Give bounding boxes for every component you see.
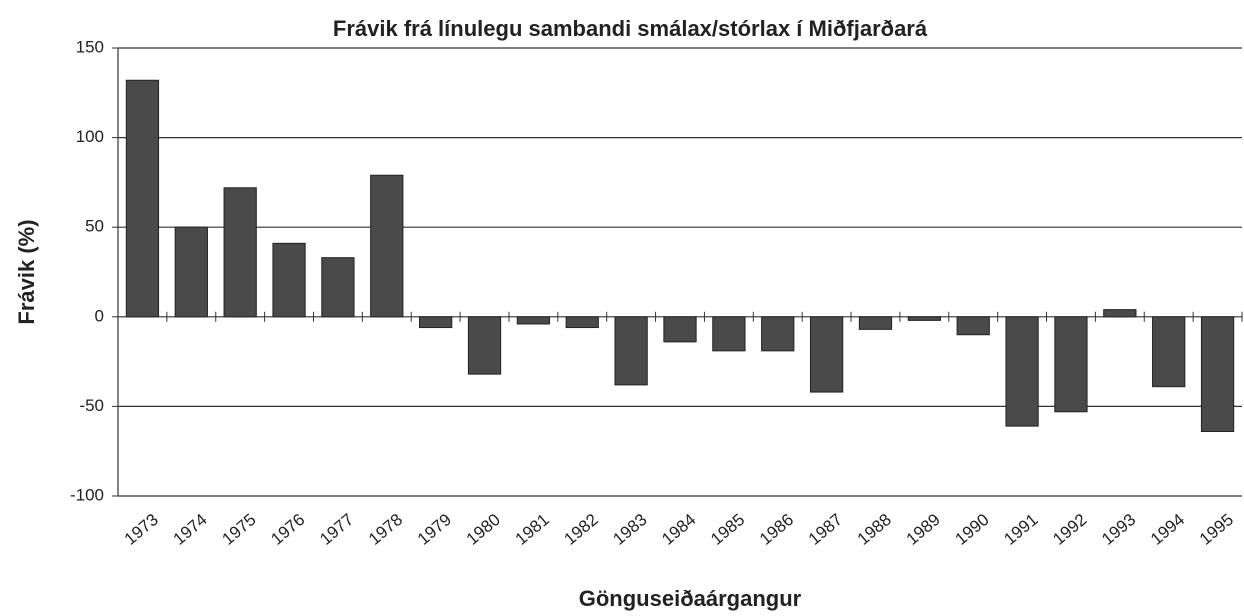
x-tick-label: 1979 [414, 510, 455, 549]
y-tick-label: 50 [85, 217, 104, 236]
bar [663, 316, 697, 343]
x-tick-label: 1985 [707, 510, 748, 549]
bar [1005, 316, 1039, 427]
bar [1054, 316, 1088, 413]
bar [614, 316, 648, 386]
x-tick-label: 1984 [658, 510, 699, 549]
x-tick-label: 1978 [365, 510, 406, 549]
x-axis-label: Gönguseiðaárgangur [579, 586, 802, 611]
bar [516, 316, 551, 325]
x-tick-label: 1987 [805, 510, 846, 549]
bar [761, 316, 795, 352]
x-tick-label: 1980 [463, 510, 504, 549]
bar [419, 316, 453, 329]
x-tick-label: 1975 [218, 510, 259, 549]
bar [907, 316, 941, 321]
bar [321, 257, 355, 318]
y-tick-label: 150 [76, 37, 104, 56]
x-tick-label: 1981 [512, 510, 553, 549]
bar [223, 187, 257, 318]
y-axis-label: Frávik (%) [14, 219, 39, 324]
bar [125, 79, 160, 318]
chart-title: Frávik frá línulegu sambandi smálax/stór… [333, 16, 928, 41]
y-tick-label: -100 [70, 485, 104, 504]
x-tick-label: 1983 [609, 510, 650, 549]
x-tick-label: 1990 [951, 510, 992, 549]
bar [1103, 309, 1137, 318]
y-tick-label: -50 [79, 396, 104, 415]
bar [858, 316, 893, 330]
x-tick-label: 1974 [170, 510, 211, 549]
bar [272, 242, 306, 318]
bar [956, 316, 990, 336]
x-tick-label: 1993 [1098, 510, 1139, 549]
x-tick-label: 1973 [121, 510, 162, 549]
bar [809, 316, 844, 393]
x-tick-label: 1976 [267, 510, 308, 549]
bar [174, 226, 208, 318]
y-tick-label: 100 [76, 127, 104, 146]
x-tick-label: 1977 [316, 510, 357, 549]
x-tick-label: 1989 [903, 510, 944, 549]
x-tick-label: 1991 [1000, 510, 1041, 549]
bar [370, 174, 404, 318]
bar [565, 316, 599, 329]
bar [1152, 316, 1186, 388]
bar [712, 316, 746, 352]
bar [1200, 316, 1235, 432]
x-tick-label: 1988 [854, 510, 895, 549]
x-tick-label: 1995 [1196, 510, 1237, 549]
y-tick-label: 0 [95, 306, 104, 325]
bar [467, 316, 502, 375]
x-tick-label: 1982 [561, 510, 602, 549]
x-tick-label: 1994 [1147, 510, 1188, 549]
x-tick-label: 1992 [1049, 510, 1090, 549]
x-tick-label: 1986 [756, 510, 797, 549]
